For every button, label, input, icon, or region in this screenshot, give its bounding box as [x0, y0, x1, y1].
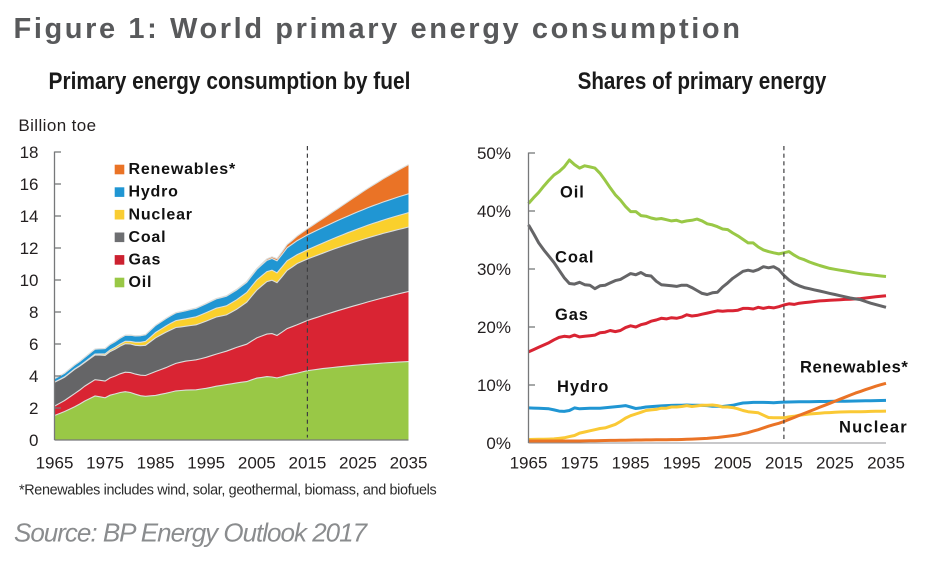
svg-text:Coal: Coal [129, 229, 167, 246]
svg-text:Shares of primary energy: Shares of primary energy [578, 68, 827, 95]
svg-text:4: 4 [29, 367, 38, 386]
svg-text:1965: 1965 [36, 454, 74, 473]
svg-text:1965: 1965 [510, 454, 548, 473]
svg-text:Renewables*: Renewables* [129, 161, 237, 178]
svg-text:1985: 1985 [612, 454, 650, 473]
svg-text:50%: 50% [477, 144, 511, 163]
svg-text:Oil: Oil [560, 184, 585, 202]
svg-text:2015: 2015 [288, 454, 326, 473]
svg-text:14: 14 [20, 207, 39, 226]
svg-text:8: 8 [29, 303, 38, 322]
svg-text:Gas: Gas [555, 306, 589, 324]
svg-text:18: 18 [20, 143, 39, 162]
svg-text:1985: 1985 [137, 454, 175, 473]
svg-text:10%: 10% [477, 376, 511, 395]
svg-text:Source: BP Energy Outlook 2017: Source: BP Energy Outlook 2017 [14, 518, 369, 548]
svg-text:12: 12 [20, 239, 39, 258]
svg-text:1975: 1975 [86, 454, 124, 473]
svg-text:2005: 2005 [714, 454, 752, 473]
svg-text:Figure 1: World primary energy: Figure 1: World primary energy consumpti… [14, 13, 743, 45]
svg-text:Billion toe: Billion toe [18, 116, 96, 135]
svg-text:0: 0 [29, 431, 38, 450]
svg-text:40%: 40% [477, 202, 511, 221]
svg-text:Nuclear: Nuclear [839, 419, 908, 437]
svg-text:Primary energy consumption by: Primary energy consumption by fuel [49, 68, 411, 95]
svg-text:Coal: Coal [555, 249, 594, 267]
svg-text:2015: 2015 [765, 454, 803, 473]
svg-text:2: 2 [29, 399, 38, 418]
svg-text:Oil: Oil [129, 274, 153, 291]
svg-text:1995: 1995 [663, 454, 701, 473]
svg-text:Renewables*: Renewables* [800, 359, 908, 377]
svg-text:6: 6 [29, 335, 38, 354]
svg-text:Gas: Gas [129, 252, 162, 269]
svg-text:16: 16 [20, 175, 39, 194]
svg-text:1995: 1995 [187, 454, 225, 473]
svg-text:*Renewables includes wind, sol: *Renewables includes wind, solar, geothe… [19, 483, 436, 499]
svg-text:Hydro: Hydro [129, 184, 179, 201]
svg-text:2035: 2035 [867, 454, 905, 473]
svg-text:30%: 30% [477, 260, 511, 279]
svg-text:2025: 2025 [339, 454, 377, 473]
svg-text:1975: 1975 [561, 454, 599, 473]
svg-text:2005: 2005 [238, 454, 276, 473]
svg-text:2035: 2035 [390, 454, 428, 473]
svg-text:Nuclear: Nuclear [129, 206, 193, 223]
svg-text:10: 10 [20, 271, 39, 290]
svg-text:2025: 2025 [816, 454, 854, 473]
svg-text:20%: 20% [477, 318, 511, 337]
svg-text:0%: 0% [486, 434, 511, 453]
svg-text:Hydro: Hydro [557, 378, 609, 396]
